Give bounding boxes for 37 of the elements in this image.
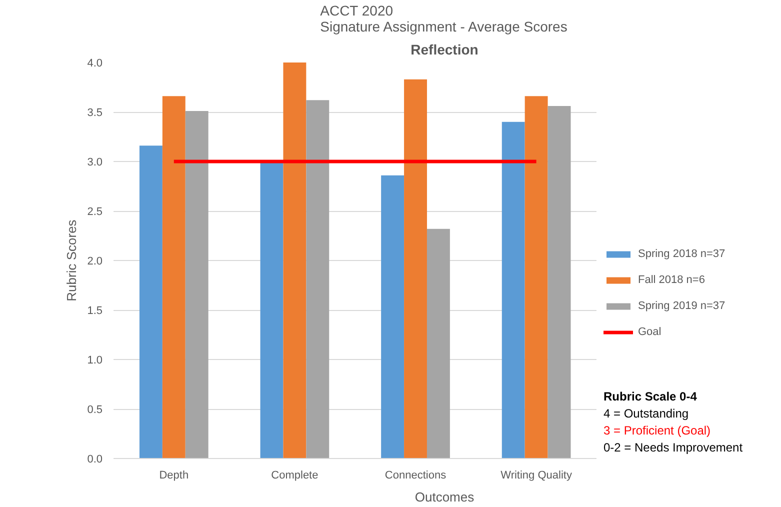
bar [524,96,548,458]
y-tick-label: 1.5 [87,305,103,317]
text: 4 = Outstanding [604,406,689,420]
text: 0.0 [87,454,103,466]
legend-label: Spring 2019 n=37 [638,300,726,312]
x-tick-label: Depth [159,470,189,482]
bar [426,228,450,458]
text: 3 = Proficient (Goal) [604,424,711,438]
x-tick-label: Connections [384,470,447,482]
bar [162,96,186,458]
bar [139,146,162,458]
y-tick-label: 3.5 [87,107,103,119]
x-tick-label: Complete [271,470,318,482]
y-tick-label: 2.5 [87,206,103,218]
y-axis-title: Rubric Scores [64,219,80,302]
legend-label: Fall 2018 n=6 [638,274,705,286]
legend-label: Goal [638,326,662,338]
bar [283,62,306,458]
chart-title: ACCT 2020 Signature Assignment - Average Scores [320,2,568,34]
bar [185,111,208,458]
text: 0-2 = Needs Improvement [604,440,744,454]
text: 4.0 [87,58,103,70]
bar [502,122,525,458]
bar [381,175,404,458]
bar [306,100,330,458]
x-axis-title: Outcomes [414,490,475,504]
x-tick-label: Writing Quality [500,470,572,482]
bar [548,106,571,458]
bar [260,162,284,458]
text: 2.0 [87,256,103,268]
text: Rubric Scale 0-4 [604,390,698,404]
text: 3.0 [87,156,103,168]
legend-label: Spring 2018 n=37 [638,248,726,260]
text: 1.0 [87,354,103,366]
y-tick-label: 0.5 [87,404,103,416]
chart-subtitle: Reflection [410,42,478,58]
bar [404,79,427,458]
